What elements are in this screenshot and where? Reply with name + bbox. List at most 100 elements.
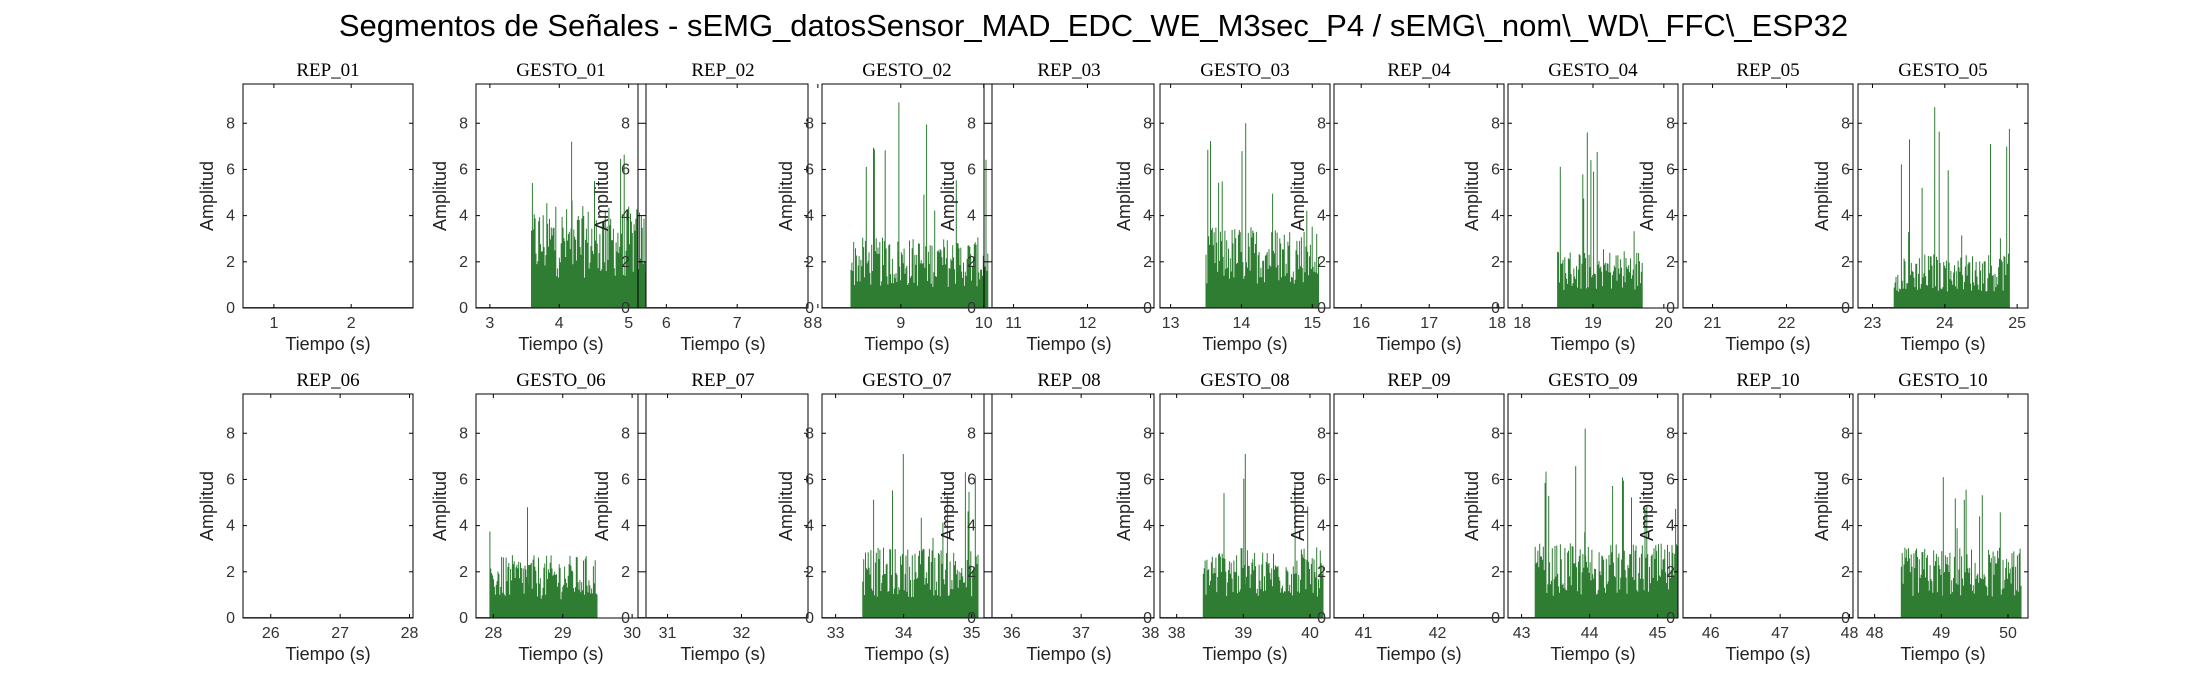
x-tick-label: 42 (1429, 625, 1447, 642)
y-tick-label: 2 (1841, 254, 1850, 271)
y-tick-label: 6 (226, 161, 235, 178)
x-tick-label: 12 (1079, 315, 1097, 332)
axes-box (1682, 83, 1854, 309)
y-tick-label: 2 (1143, 564, 1152, 581)
y-axis-label: Amplitud (776, 471, 796, 541)
x-tick-label: 45 (1649, 625, 1667, 642)
subplot-title: GESTO_09 (1548, 370, 1637, 391)
x-tick-label: 48 (1841, 625, 1859, 642)
subplot-rep-03: 0 2 4 6 8 11 12 REP_03 Tiempo (s) Amplitud (938, 60, 1155, 354)
x-axis-label: Tiempo (s) (1900, 334, 1985, 354)
y-tick-label: 2 (1666, 564, 1675, 581)
y-tick-label: 4 (1491, 518, 1500, 535)
x-tick-label: 19 (1584, 315, 1602, 332)
axes-box (1682, 393, 1854, 619)
y-tick-label: 0 (1491, 610, 1500, 627)
y-tick-label: 6 (459, 471, 468, 488)
y-tick-label: 8 (621, 425, 630, 442)
subplot-title: REP_01 (296, 60, 359, 81)
axes-box (1333, 83, 1505, 309)
x-tick-label: 22 (1778, 315, 1796, 332)
y-tick-label: 0 (621, 610, 630, 627)
x-tick-label: 10 (975, 315, 993, 332)
axes-box (637, 83, 809, 309)
y-axis-label: Amplitud (938, 471, 958, 541)
y-tick-label: 2 (1666, 254, 1675, 271)
subplot-title: REP_02 (691, 60, 754, 81)
x-tick-label: 37 (1072, 625, 1090, 642)
axes-box (242, 393, 414, 619)
subplot-title: GESTO_01 (516, 60, 605, 81)
x-tick-label: 28 (484, 625, 502, 642)
subplot-title: GESTO_02 (862, 60, 951, 81)
subplot-title: GESTO_06 (516, 370, 605, 391)
x-axis-label: Tiempo (s) (1376, 644, 1461, 664)
axes-box (1857, 83, 2029, 309)
axes-box (637, 393, 809, 619)
subplot-title: REP_06 (296, 370, 359, 391)
axes-box (475, 83, 647, 309)
y-tick-label: 8 (1317, 425, 1326, 442)
axes-box (1333, 393, 1505, 619)
x-tick-label: 5 (624, 315, 633, 332)
y-tick-label: 8 (1317, 115, 1326, 132)
subplot-title: REP_03 (1037, 60, 1100, 81)
signal-trace (1557, 132, 1643, 308)
y-tick-label: 6 (621, 161, 630, 178)
x-tick-label: 3 (485, 315, 494, 332)
axes-box (1159, 83, 1331, 309)
y-tick-label: 0 (1666, 610, 1675, 627)
y-tick-label: 4 (459, 208, 468, 225)
y-tick-label: 6 (1666, 161, 1675, 178)
subplot-title: REP_05 (1736, 60, 1799, 81)
y-tick-label: 2 (805, 564, 814, 581)
y-tick-label: 0 (1841, 300, 1850, 317)
subplot-gesto-07: 0 2 4 6 8 33 34 35 GESTO_07 Tiempo (s) Amplitud (776, 370, 993, 664)
y-tick-label: 8 (1841, 115, 1850, 132)
y-tick-label: 6 (1143, 471, 1152, 488)
y-tick-label: 2 (1491, 564, 1500, 581)
subplot-rep-01: 0 2 4 6 8 1 2 REP_01 Tiempo (s) Amplitud (197, 60, 414, 354)
y-tick-label: 2 (459, 254, 468, 271)
subplot-title: REP_09 (1387, 370, 1450, 391)
y-tick-label: 6 (805, 161, 814, 178)
subplot-rep-06: 0 2 4 6 8 26 27 28 REP_06 Tiempo (s) Amplitud (197, 370, 419, 664)
subplot-title: REP_10 (1736, 370, 1799, 391)
x-axis-label: Tiempo (s) (1550, 644, 1635, 664)
x-tick-label: 8 (804, 315, 813, 332)
y-tick-label: 6 (805, 471, 814, 488)
y-tick-label: 2 (621, 254, 630, 271)
subplot-title: GESTO_03 (1200, 60, 1289, 81)
y-tick-label: 4 (1143, 518, 1152, 535)
y-axis-label: Amplitud (938, 161, 958, 231)
x-tick-label: 14 (1233, 315, 1251, 332)
y-tick-label: 6 (967, 471, 976, 488)
y-tick-label: 8 (1143, 115, 1152, 132)
y-tick-label: 8 (1491, 425, 1500, 442)
y-axis-label: Amplitud (1288, 161, 1308, 231)
y-tick-label: 6 (967, 161, 976, 178)
x-tick-label: 32 (733, 625, 751, 642)
x-axis-label: Tiempo (s) (1550, 334, 1635, 354)
x-tick-label: 50 (1999, 625, 2017, 642)
y-tick-label: 0 (226, 610, 235, 627)
y-tick-label: 8 (1666, 425, 1675, 442)
x-axis-label: Tiempo (s) (1202, 644, 1287, 664)
subplot-rep-08: 0 2 4 6 8 36 37 38 REP_08 Tiempo (s) Amplitud (938, 370, 1160, 664)
y-tick-label: 4 (459, 518, 468, 535)
y-tick-label: 4 (1666, 208, 1675, 225)
x-tick-label: 27 (331, 625, 349, 642)
x-tick-label: 46 (1702, 625, 1720, 642)
y-axis-label: Amplitud (1637, 471, 1657, 541)
x-tick-label: 20 (1655, 315, 1673, 332)
x-tick-label: 1 (269, 315, 278, 332)
y-axis-label: Amplitud (430, 161, 450, 231)
axes-box (983, 83, 1155, 309)
x-axis-label: Tiempo (s) (518, 334, 603, 354)
subplot-title: GESTO_05 (1898, 60, 1987, 81)
y-tick-label: 8 (805, 425, 814, 442)
y-axis-label: Amplitud (1637, 161, 1657, 231)
